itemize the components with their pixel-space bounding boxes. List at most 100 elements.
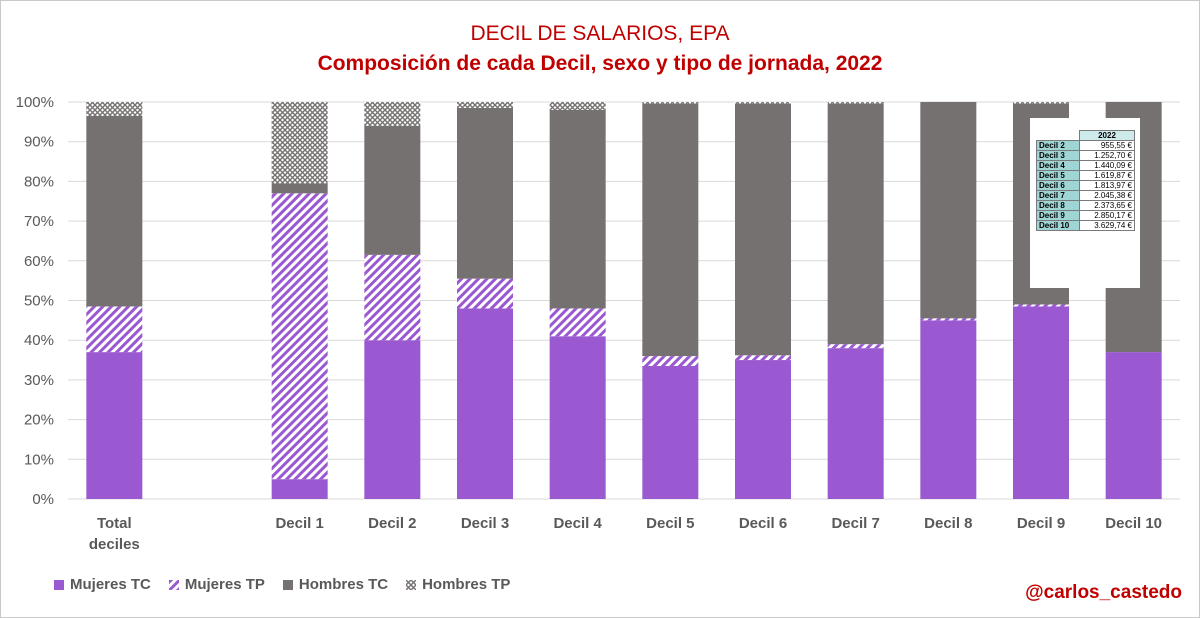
table-row: Decil 9 2.850,17 € bbox=[1036, 210, 1135, 221]
bar-segment-mujeres-tc bbox=[86, 352, 143, 499]
legend-item-mujeres-tp: Mujeres TP bbox=[168, 576, 265, 593]
table-row-label: Decil 8 bbox=[1036, 200, 1080, 211]
table-row-value: 955,55 € bbox=[1079, 140, 1135, 151]
legend-item-hombres-tp: Hombres TP bbox=[406, 576, 510, 593]
y-tick-label: 10% bbox=[24, 451, 54, 468]
table-row-label: Decil 6 bbox=[1036, 180, 1080, 191]
bar-segment-mujeres-tc bbox=[457, 308, 513, 499]
x-tick-label: Decil 2 bbox=[368, 515, 416, 532]
bar-segment-mujeres-tc bbox=[364, 340, 421, 499]
table-row: Decil 2 955,55 € bbox=[1036, 140, 1135, 151]
y-tick-label: 80% bbox=[24, 173, 54, 190]
bar-segment-mujeres-tc bbox=[827, 348, 884, 499]
y-axis-ticks: 0% 10% 20% 30% 40% 50% 60% 70% 80% 90% 100% bbox=[16, 94, 54, 508]
y-tick-label: 50% bbox=[24, 293, 54, 310]
y-tick-label: 20% bbox=[24, 412, 54, 429]
bar-segment-hombres-tp bbox=[86, 102, 143, 116]
legend-label: Mujeres TC bbox=[70, 576, 151, 593]
bar-segment-hombres-tc bbox=[920, 102, 977, 319]
bar-segment-mujeres-tc bbox=[735, 360, 791, 499]
bar-segment-hombres-tp bbox=[1013, 102, 1069, 104]
bar-segment-hombres-tc bbox=[549, 109, 606, 309]
table-row-value: 2.850,17 € bbox=[1079, 210, 1135, 221]
bar-segment-hombres-tc bbox=[827, 103, 884, 345]
bar-segment-hombres-tc bbox=[457, 107, 513, 279]
bar-segment-hombres-tc bbox=[735, 103, 791, 356]
y-tick-label: 40% bbox=[24, 332, 54, 349]
table-row-value: 1.252,70 € bbox=[1079, 150, 1135, 161]
table-row-label: Decil 4 bbox=[1036, 160, 1080, 171]
inset-salary-table: 2022 Decil 2 955,55 € Decil 3 1.252,70 € Dec… bbox=[1030, 118, 1140, 288]
table-row: Decil 8 2.373,65 € bbox=[1036, 200, 1135, 211]
x-axis-ticks: Total deciles Decil 1 Decil 2 Decil 3 Decil 4… bbox=[89, 515, 1162, 553]
bar-segment-hombres-tp bbox=[735, 102, 791, 104]
y-tick-label: 70% bbox=[24, 213, 54, 230]
legend-item-hombres-tc: Hombres TC bbox=[282, 576, 389, 593]
bar-segment-hombres-tc bbox=[642, 103, 699, 357]
x-tick-label: Decil 4 bbox=[553, 515, 602, 532]
table-row-label: Decil 2 bbox=[1036, 140, 1080, 151]
bar-segment-mujeres-tp bbox=[549, 308, 606, 337]
salary-table: 2022 Decil 2 955,55 € Decil 3 1.252,70 € Dec… bbox=[1036, 130, 1135, 231]
x-tick-label: Decil 6 bbox=[739, 515, 787, 532]
table-row-value: 2.373,65 € bbox=[1079, 200, 1135, 211]
legend-label: Mujeres TP bbox=[184, 576, 265, 593]
table-row-label: Decil 10 bbox=[1036, 220, 1080, 231]
table-corner bbox=[1037, 131, 1080, 141]
table-row-label: Decil 5 bbox=[1036, 170, 1080, 181]
x-tick-label: deciles bbox=[89, 536, 140, 553]
bar-segment-mujeres-tp bbox=[364, 254, 421, 341]
table-row-label: Decil 3 bbox=[1036, 150, 1080, 161]
table-row: Decil 7 2.045,38 € bbox=[1036, 190, 1135, 201]
bar-segment-mujeres-tc bbox=[549, 336, 606, 499]
gridlines bbox=[68, 101, 1180, 500]
chart-title: DECIL DE SALARIOS, EPA bbox=[470, 22, 730, 45]
legend: Mujeres TC Mujeres TP Hombres TC Hombres… bbox=[54, 576, 528, 593]
bar-segment-hombres-tp bbox=[642, 102, 699, 104]
table-row: Decil 6 1.813,97 € bbox=[1036, 180, 1135, 191]
legend-swatch-solid-purple bbox=[54, 579, 64, 590]
y-tick-label: 60% bbox=[24, 253, 54, 270]
bar-segment-hombres-tp bbox=[549, 102, 606, 110]
bar-segment-hombres-tp bbox=[364, 102, 421, 126]
bar-segment-mujeres-tp bbox=[1013, 304, 1069, 307]
table-row: Decil 4 1.440,09 € bbox=[1036, 160, 1135, 171]
table-row-value: 1.813,97 € bbox=[1079, 180, 1135, 191]
bar-segment-hombres-tp bbox=[827, 102, 884, 104]
author-handle: @carlos_castedo bbox=[1025, 582, 1182, 603]
table-row: Decil 10 3.629,74 € bbox=[1036, 220, 1135, 231]
x-tick-label: Decil 9 bbox=[1017, 515, 1065, 532]
bar-segment-mujeres-tp bbox=[735, 355, 791, 361]
x-tick-label: Decil 10 bbox=[1105, 515, 1162, 532]
bar-segment-mujeres-tc bbox=[920, 320, 977, 499]
chart-subtitle: Composición de cada Decil, sexo y tipo d… bbox=[317, 52, 883, 75]
bar-segment-hombres-tp bbox=[271, 102, 328, 184]
bar-segment-mujeres-tp bbox=[827, 344, 884, 349]
bar-segment-mujeres-tp bbox=[642, 356, 699, 367]
bar-segment-hombres-tc bbox=[271, 183, 328, 194]
bar-segment-mujeres-tp bbox=[457, 278, 513, 309]
x-tick-label: Decil 5 bbox=[646, 515, 694, 532]
y-tick-label: 0% bbox=[32, 491, 54, 508]
legend-label: Hombres TP bbox=[422, 576, 511, 593]
x-tick-label: Decil 3 bbox=[461, 515, 509, 532]
table-row-value: 2.045,38 € bbox=[1079, 190, 1135, 201]
legend-label: Hombres TC bbox=[298, 576, 389, 593]
table-row-label: Decil 9 bbox=[1036, 210, 1080, 221]
x-tick-label: Decil 7 bbox=[831, 515, 879, 532]
bar-segment-mujeres-tp bbox=[920, 318, 977, 321]
bar-segment-mujeres-tc bbox=[642, 366, 699, 499]
bar-segment-mujeres-tc bbox=[1105, 352, 1162, 499]
legend-swatch-solid-gray bbox=[282, 579, 293, 590]
x-tick-label: Decil 1 bbox=[275, 515, 323, 532]
x-tick-label: Total bbox=[97, 515, 132, 532]
y-tick-label: 90% bbox=[24, 134, 54, 151]
table-row-value: 1.440,09 € bbox=[1079, 160, 1135, 171]
bar-segment-mujeres-tp bbox=[86, 306, 143, 353]
table-header: 2022 bbox=[1079, 130, 1135, 141]
table-row-value: 1.619,87 € bbox=[1079, 170, 1135, 181]
y-tick-label: 30% bbox=[24, 372, 54, 389]
table-row: Decil 3 1.252,70 € bbox=[1036, 150, 1135, 161]
bar-segment-mujeres-tc bbox=[271, 479, 328, 499]
